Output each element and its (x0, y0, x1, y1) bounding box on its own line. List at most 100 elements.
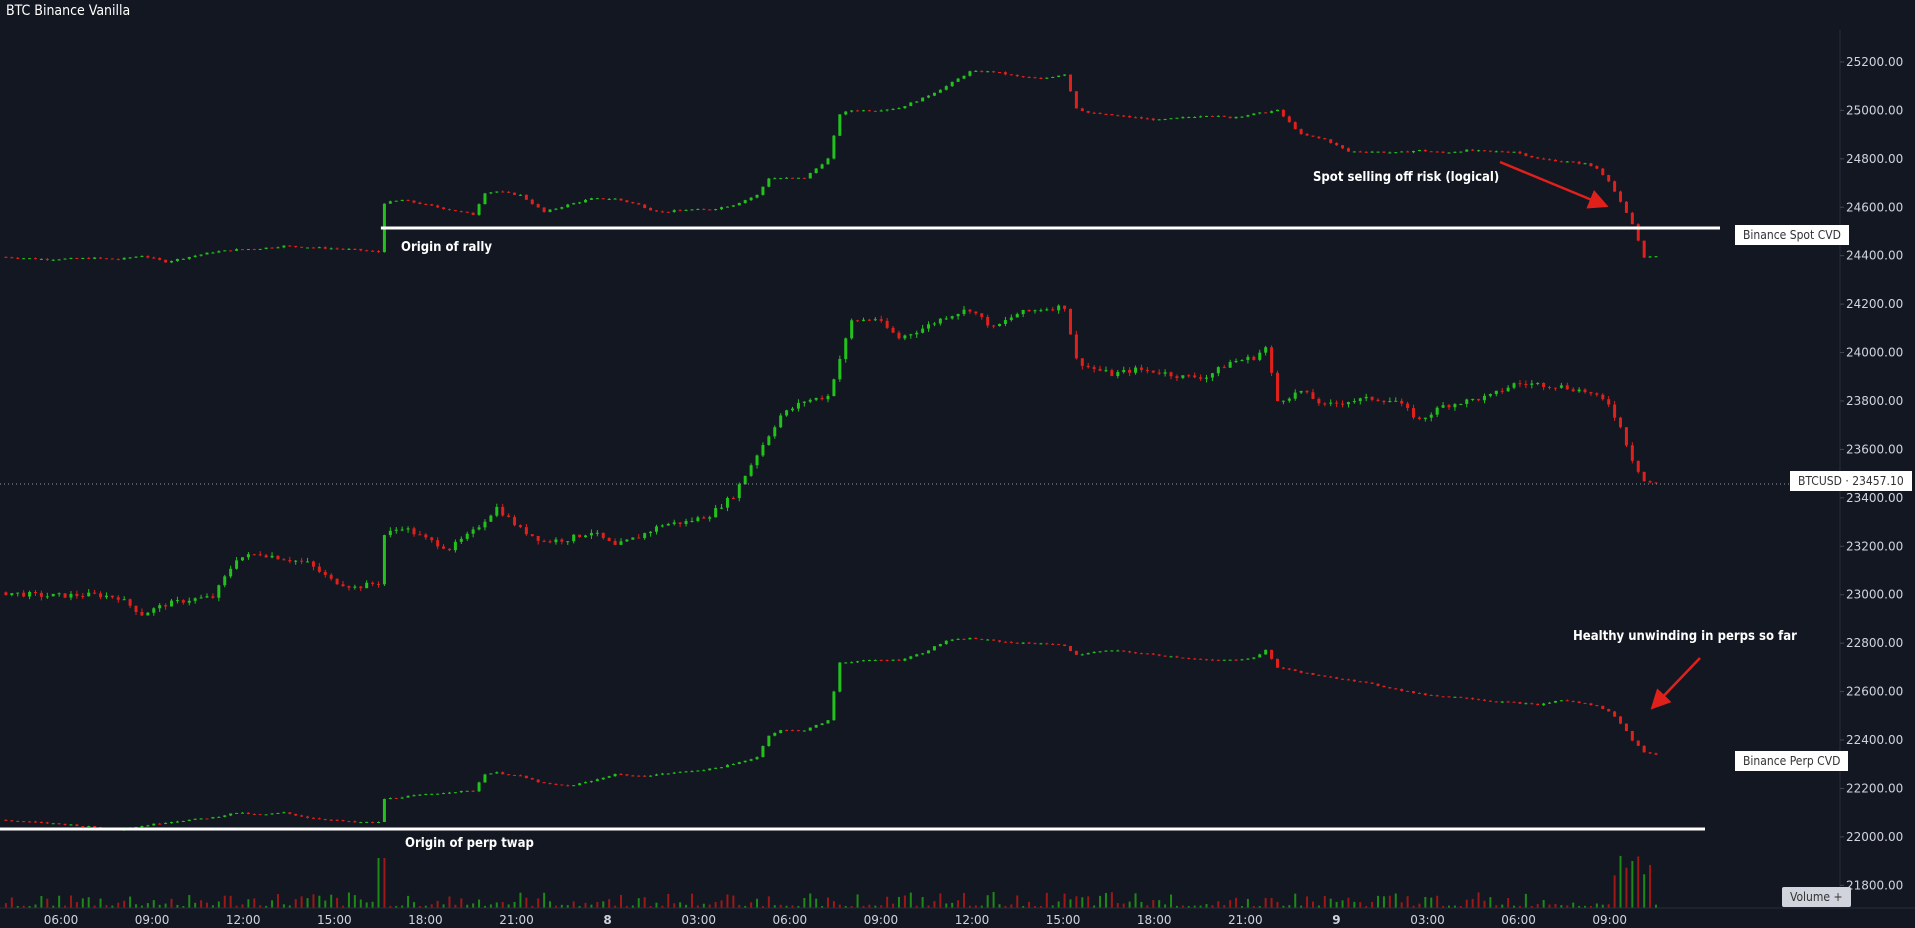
volume-bar (537, 898, 540, 908)
candle-body-binance-perp-cvd (1346, 679, 1350, 681)
candle-body-binance-spot-cvd (1376, 151, 1380, 153)
candle-body-btcusd (1157, 372, 1161, 374)
volume-bar (16, 905, 19, 908)
candle-body-btcusd (536, 535, 540, 541)
candle-body-binance-perp-cvd (353, 821, 357, 823)
candle-body-btcusd (820, 397, 824, 400)
candle-body-btcusd (660, 525, 664, 527)
candle-body-binance-spot-cvd (300, 246, 304, 248)
candle-body-binance-perp-cvd (1252, 657, 1256, 659)
candle-body-binance-perp-cvd (879, 660, 883, 662)
candle-body-binance-perp-cvd (477, 782, 481, 792)
candle-body-binance-spot-cvd (1293, 122, 1297, 130)
candle-body-binance-perp-cvd (850, 662, 854, 664)
candle-body-btcusd (1228, 362, 1232, 368)
candle-body-binance-perp-cvd (1630, 730, 1634, 741)
candle-body-btcusd (1370, 396, 1374, 400)
volume-bar (117, 902, 120, 908)
candle-body-binance-perp-cvd (1074, 650, 1078, 655)
candle-body-binance-perp-cvd (1471, 698, 1475, 700)
volume-bar (939, 893, 942, 908)
candle-body-btcusd (720, 507, 724, 509)
candle-body-btcusd (1441, 405, 1445, 408)
candle-body-btcusd (702, 517, 706, 519)
candle-body-btcusd (1128, 369, 1132, 373)
candle-body-btcusd (1624, 427, 1628, 446)
volume-bar (815, 898, 818, 908)
candle-body-btcusd (1003, 320, 1007, 324)
candle-body-btcusd (755, 455, 759, 466)
candle-body-binance-perp-cvd (181, 820, 185, 822)
candle-body-binance-spot-cvd (814, 168, 818, 174)
candle-body-binance-spot-cvd (595, 198, 599, 200)
candle-body-btcusd (223, 576, 227, 586)
candle-body-binance-perp-cvd (311, 817, 315, 819)
candle-body-btcusd (1033, 310, 1037, 312)
candle-body-btcusd (1068, 308, 1072, 335)
candle-body-binance-perp-cvd (211, 817, 215, 819)
volume-bar (1619, 855, 1622, 908)
candle-body-btcusd (1299, 390, 1303, 393)
candle-body-btcusd (838, 359, 842, 380)
candle-body-binance-spot-cvd (1210, 115, 1214, 117)
candle-body-btcusd (1447, 405, 1451, 408)
candle-body-binance-spot-cvd (1205, 115, 1209, 117)
candle-body-binance-spot-cvd (1630, 212, 1634, 225)
candle-body-binance-spot-cvd (625, 200, 629, 203)
candle-body-binance-spot-cvd (10, 257, 14, 259)
candle-body-binance-spot-cvd (288, 245, 292, 247)
candle-body-binance-spot-cvd (489, 192, 493, 194)
volume-bar (880, 905, 883, 908)
candle-body-btcusd (1542, 382, 1546, 388)
candle-body-binance-spot-cvd (938, 89, 942, 93)
volume-bar (986, 895, 989, 908)
candle-body-binance-perp-cvd (1648, 752, 1652, 754)
tag-btcusd[interactable]: BTCUSD · 23457.10 (1790, 471, 1912, 491)
candle-body-binance-perp-cvd (323, 819, 327, 821)
volume-bar (1223, 905, 1226, 908)
candle-body-binance-perp-cvd (1548, 702, 1552, 704)
candle-body-binance-perp-cvd (654, 774, 658, 776)
price-tick-label: 22000.00 (1846, 830, 1903, 844)
volume-button[interactable]: Volume + (1782, 887, 1851, 907)
candle-body-binance-perp-cvd (1494, 701, 1498, 703)
candle-body-binance-spot-cvd (903, 106, 907, 109)
tag-perp-cvd[interactable]: Binance Perp CVD (1735, 751, 1849, 771)
candle-body-btcusd (507, 515, 511, 518)
candle-body-btcusd (631, 537, 635, 540)
time-axis-panel (0, 908, 1915, 928)
candle-body-binance-spot-cvd (16, 257, 20, 259)
volume-bar (519, 892, 522, 908)
candle-body-binance-spot-cvd (578, 202, 582, 204)
candle-body-binance-spot-cvd (850, 110, 854, 112)
candle-body-binance-perp-cvd (258, 814, 262, 816)
candle-body-binance-spot-cvd (93, 257, 97, 259)
candle-body-binance-perp-cvd (1246, 658, 1250, 660)
candle-body-binance-spot-cvd (1163, 119, 1167, 121)
candle-body-binance-spot-cvd (666, 211, 670, 213)
candle-body-btcusd (938, 318, 942, 324)
candle-body-binance-perp-cvd (424, 794, 428, 796)
candle-body-binance-perp-cvd (1323, 675, 1327, 677)
candle-body-binance-spot-cvd (820, 164, 824, 169)
candle-body-binance-spot-cvd (341, 248, 345, 250)
candle-body-btcusd (690, 520, 694, 522)
candle-body-binance-spot-cvd (359, 248, 363, 251)
tag-spot-cvd[interactable]: Binance Spot CVD (1735, 225, 1849, 245)
candle-body-binance-spot-cvd (430, 204, 434, 206)
price-tick-label: 24200.00 (1846, 297, 1903, 311)
candle-body-btcusd (1459, 403, 1463, 405)
candle-body-binance-spot-cvd (1151, 118, 1155, 121)
price-axis-panel (1840, 0, 1915, 928)
volume-bar (1235, 897, 1238, 908)
candle-body-binance-perp-cvd (459, 790, 463, 793)
candle-body-binance-perp-cvd (276, 812, 280, 814)
candle-body-binance-perp-cvd (1234, 659, 1238, 661)
candle-body-binance-spot-cvd (282, 245, 286, 248)
candle-body-btcusd (1098, 368, 1102, 371)
candle-body-binance-spot-cvd (158, 258, 162, 260)
candle-body-binance-spot-cvd (654, 210, 658, 212)
candle-body-binance-spot-cvd (507, 191, 511, 193)
